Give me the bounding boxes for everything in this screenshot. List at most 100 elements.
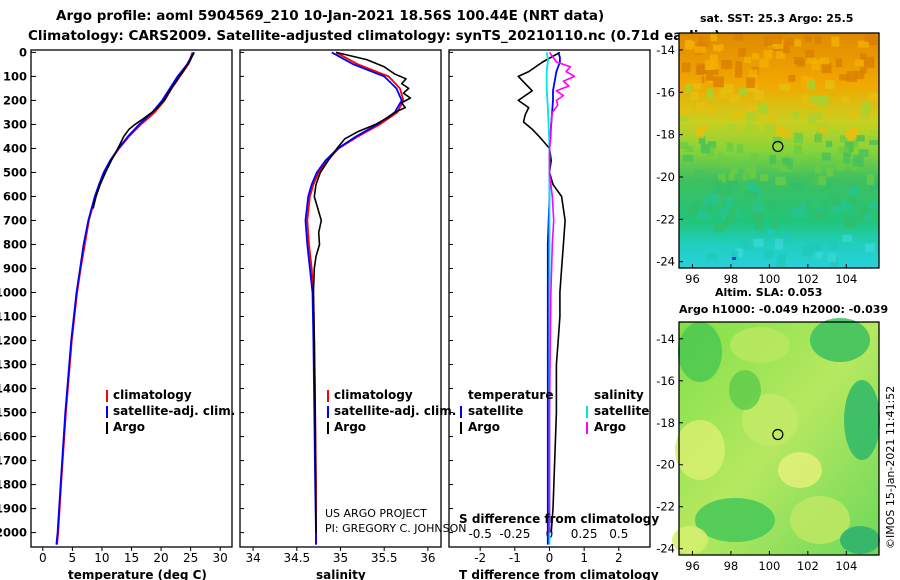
temperature-x-axis: 0 5 10 15 20 25 30 — [39, 547, 228, 565]
sst-cell — [699, 124, 708, 132]
sst-cell — [826, 167, 834, 177]
title-line-2: Climatology: CARS2009. Satellite-adjuste… — [28, 28, 720, 44]
sst-cell — [727, 124, 735, 131]
sst-cell — [690, 201, 700, 212]
temperature-legend: climatology satellite-adj. clim. Argo — [106, 388, 235, 434]
sst-cell — [689, 91, 699, 100]
sst-cell — [748, 69, 758, 78]
sst-cell — [848, 187, 860, 196]
sla-blob — [778, 452, 822, 488]
sst-cell — [773, 160, 781, 169]
sst-cell — [703, 213, 711, 220]
sst-cell — [725, 215, 734, 224]
x-tick-label: -2 — [474, 551, 486, 565]
sst-cell — [744, 122, 753, 134]
sst-cell — [753, 238, 764, 247]
sst-map-axes: 96 98 100 102 104 -14 -16 -18 -20 -22 -24 — [656, 43, 857, 286]
sst-cell — [815, 175, 826, 186]
sst-cell — [745, 164, 756, 174]
sst-cell — [718, 207, 727, 216]
sst-cell — [868, 202, 879, 209]
sst-cell — [839, 135, 848, 143]
sst-cell — [807, 113, 817, 124]
sst-cell — [815, 132, 823, 143]
x-tick-label: 15 — [124, 551, 139, 565]
temperature-series — [55, 51, 195, 545]
salinity-legend: climatology satellite-adj. clim. Argo — [327, 388, 456, 434]
sst-cell — [764, 249, 773, 259]
sla-map-axes: 96 98 100 102 104 -14 -16 -18 -20 -22 -24 — [656, 332, 857, 573]
sst-cell — [763, 50, 773, 60]
sst-cell — [793, 145, 803, 154]
sst-cell — [731, 251, 739, 260]
sst-cell — [697, 63, 707, 74]
series-line-satellite-adj-clim- — [304, 51, 403, 545]
legend-satellite-adj-label: satellite-adj. clim. — [113, 404, 235, 418]
series-line-climatology — [306, 51, 405, 545]
sst-cell — [732, 257, 736, 260]
x-tick-label: 0 — [546, 551, 554, 565]
sla-map-frame — [678, 321, 880, 556]
map-y-tick-label: -22 — [656, 500, 675, 514]
depth-tick-label: 1500 — [0, 406, 27, 420]
sst-cell — [714, 44, 721, 52]
sla-blob — [790, 496, 850, 544]
sst-cell — [725, 196, 734, 208]
legend-climatology-label: climatology — [113, 388, 192, 402]
map-x-tick-label: 98 — [724, 272, 739, 286]
sst-cell — [747, 124, 758, 132]
sst-cell — [821, 201, 829, 211]
sst-cell — [698, 135, 706, 144]
sla-blob — [675, 420, 725, 480]
sst-map-frame — [678, 32, 880, 269]
sst-cell — [709, 63, 720, 70]
x2-tick-label: -0.25 — [499, 527, 530, 541]
sst-cell — [738, 47, 747, 57]
legend-argo-label: Argo — [113, 420, 145, 434]
sst-cell — [795, 182, 804, 193]
depth-tick-label: 1300 — [0, 358, 27, 372]
sst-cell — [794, 132, 803, 144]
sst-cell — [715, 180, 722, 190]
sst-cell — [825, 140, 833, 148]
sst-cell — [815, 243, 822, 252]
sst-cell — [818, 95, 827, 107]
x-tick-label: 36 — [420, 551, 435, 565]
depth-tick-label: 1200 — [0, 334, 27, 348]
sst-cell — [742, 243, 754, 250]
sst-map-title: sat. SST: 25.3 Argo: 25.5 — [700, 12, 853, 25]
legend-argo-label: Argo — [334, 420, 366, 434]
sst-cell — [771, 218, 778, 229]
sst-cell — [710, 54, 718, 64]
sst-cell — [869, 182, 879, 190]
sst-cell — [835, 58, 843, 68]
sla-map-texture — [672, 318, 880, 554]
sst-cell — [723, 84, 734, 94]
sla-map-panel: Altim. SLA: 0.053 Argo h1000: -0.049 h20… — [656, 286, 888, 573]
sst-cell — [752, 213, 764, 221]
sst-cell — [776, 50, 786, 59]
sst-cell — [829, 130, 840, 137]
depth-axis: 0 100 200 300 400 500 600 700 800 900 1000 1100 1200… — [0, 45, 453, 540]
map-y-tick-label: -24 — [656, 542, 675, 556]
sst-cell — [809, 94, 820, 104]
sst-cell — [858, 149, 869, 157]
sst-cell — [792, 206, 803, 218]
sst-cell — [705, 70, 714, 81]
legend-t-argo-label: Argo — [468, 420, 500, 434]
depth-tick-label: 1800 — [0, 478, 27, 492]
x2-tick-label: -0.5 — [468, 527, 491, 541]
sst-cell — [724, 185, 733, 194]
sst-cell — [685, 83, 692, 93]
sst-cell — [864, 243, 875, 253]
sst-cell — [679, 141, 689, 149]
sst-cell — [801, 93, 809, 105]
sst-cell — [698, 209, 707, 220]
map-y-tick-label: -18 — [656, 128, 675, 142]
sst-cell — [788, 75, 796, 82]
sla-blob — [742, 394, 798, 446]
sst-cell — [769, 115, 776, 124]
sst-map-texture — [679, 33, 879, 268]
sla-blob — [844, 380, 880, 460]
sst-cell — [785, 38, 794, 46]
